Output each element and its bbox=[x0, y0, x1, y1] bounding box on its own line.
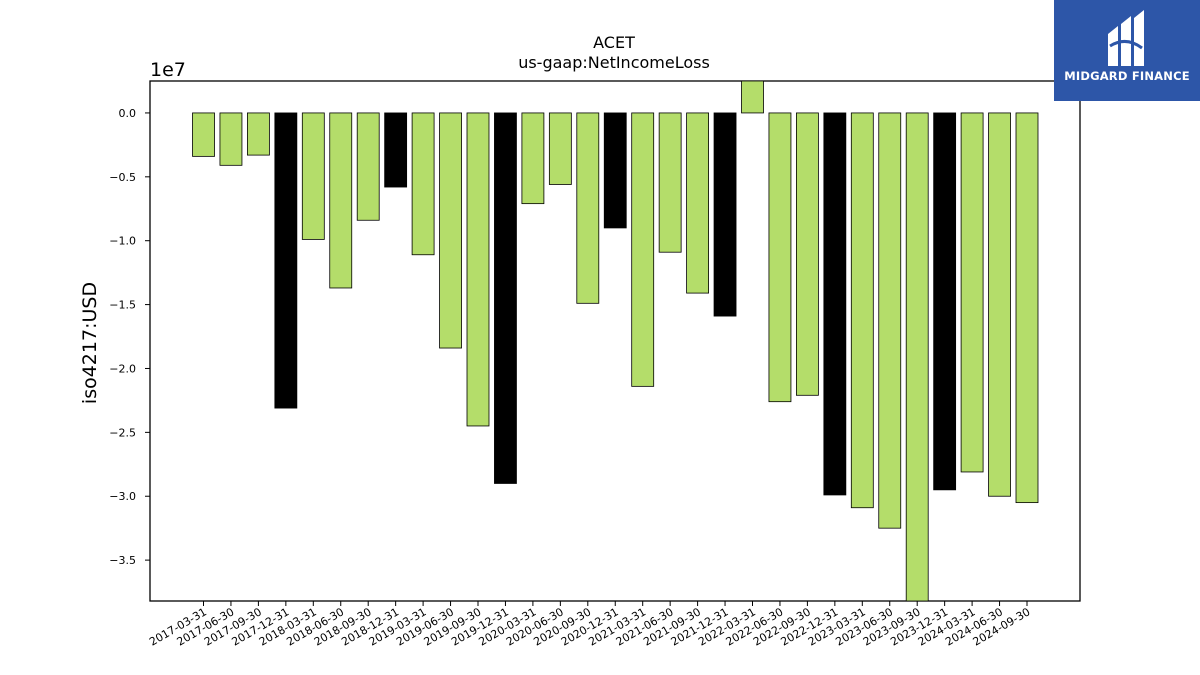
bar-2024-09-30 bbox=[1015, 112, 1039, 504]
bar-2017-06-30 bbox=[219, 112, 243, 166]
company-logo: MIDGARD FINANCE bbox=[1054, 0, 1200, 101]
bar-2022-12-31 bbox=[823, 112, 847, 496]
bar-2024-03-31 bbox=[960, 112, 984, 473]
y-tick-label: −0.5 bbox=[109, 171, 136, 184]
chart-title: ACET bbox=[593, 33, 635, 52]
y-tick-label: −3.0 bbox=[109, 490, 136, 503]
y-axis: 0.0 −0.5 −1.0 −1.5 −2.0 −2.5 −3.0 −3.5 bbox=[109, 107, 150, 567]
y-tick-label: −3.5 bbox=[109, 554, 136, 567]
bar-2022-06-30 bbox=[768, 112, 792, 403]
bar-2021-03-31 bbox=[631, 112, 655, 387]
bar-2021-09-30 bbox=[686, 112, 709, 294]
bar-2020-09-30 bbox=[576, 112, 600, 304]
chart-subtitle: us-gaap:NetIncomeLoss bbox=[518, 53, 710, 72]
bar-2022-09-30 bbox=[796, 112, 819, 396]
bar-2018-09-30 bbox=[356, 112, 380, 221]
bar-2018-06-30 bbox=[329, 112, 353, 289]
bar-2019-06-30 bbox=[439, 112, 462, 349]
bar-2020-03-31 bbox=[521, 112, 545, 205]
bar-2019-12-31 bbox=[494, 112, 517, 484]
bar-2017-09-30 bbox=[246, 112, 270, 156]
bar-2019-09-30 bbox=[466, 112, 490, 427]
bar-2018-03-31 bbox=[301, 112, 325, 240]
logo-icon bbox=[1108, 10, 1144, 66]
y-tick-label: −2.0 bbox=[109, 362, 136, 375]
bar-2021-06-30 bbox=[658, 112, 682, 253]
bar-series bbox=[192, 80, 1039, 602]
y-axis-label: iso4217:USD bbox=[79, 282, 101, 404]
bar-2021-12-31 bbox=[713, 112, 737, 317]
bar-2020-12-31 bbox=[603, 112, 627, 229]
bar-2023-03-31 bbox=[850, 112, 874, 509]
logo-text: MIDGARD FINANCE bbox=[1064, 69, 1190, 83]
y-tick-label: −1.5 bbox=[109, 299, 136, 312]
bar-2024-06-30 bbox=[988, 112, 1011, 497]
y-tick-label: 0.0 bbox=[119, 107, 137, 120]
bar-2022-03-31 bbox=[741, 80, 764, 114]
bar-2017-03-31 bbox=[192, 112, 215, 157]
bar-2019-03-31 bbox=[411, 112, 435, 256]
y-scale-label: 1e7 bbox=[150, 59, 186, 81]
bar-2020-06-30 bbox=[548, 112, 572, 185]
bar-2023-06-30 bbox=[878, 112, 902, 529]
bar-2023-09-30 bbox=[905, 112, 929, 602]
bar-2023-12-31 bbox=[933, 112, 957, 491]
bar-2018-12-31 bbox=[384, 112, 408, 188]
y-tick-label: −1.0 bbox=[109, 235, 136, 248]
y-tick-label: −2.5 bbox=[109, 426, 136, 439]
bar-2017-12-31 bbox=[274, 112, 298, 409]
x-axis: 2017-03-312017-06-302017-09-302017-12-31… bbox=[147, 601, 1033, 649]
